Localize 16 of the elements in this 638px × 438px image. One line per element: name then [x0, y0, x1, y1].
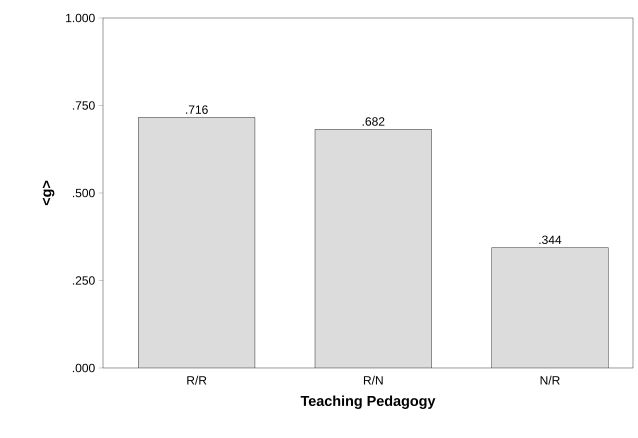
- y-tick-label: .500: [72, 188, 95, 198]
- y-tick-label: .000: [72, 364, 95, 372]
- y-tick-label: .750: [72, 101, 95, 110]
- data-label: .716: [186, 105, 208, 114]
- x-tick-label: R/R: [187, 376, 206, 385]
- data-label: .682: [362, 117, 384, 126]
- y-tick-label: 1.000: [66, 14, 95, 22]
- y-axis-title: <g>: [42, 180, 54, 206]
- x-axis-title: Teaching Pedagogy: [300, 395, 436, 409]
- data-label: .344: [539, 236, 562, 244]
- bar: [491, 247, 608, 368]
- y-tick-label: .250: [72, 276, 95, 285]
- x-tick-label: N/R: [540, 376, 560, 385]
- bar: [314, 129, 432, 368]
- x-tick-label: R/N: [364, 376, 383, 385]
- bar: [138, 117, 256, 368]
